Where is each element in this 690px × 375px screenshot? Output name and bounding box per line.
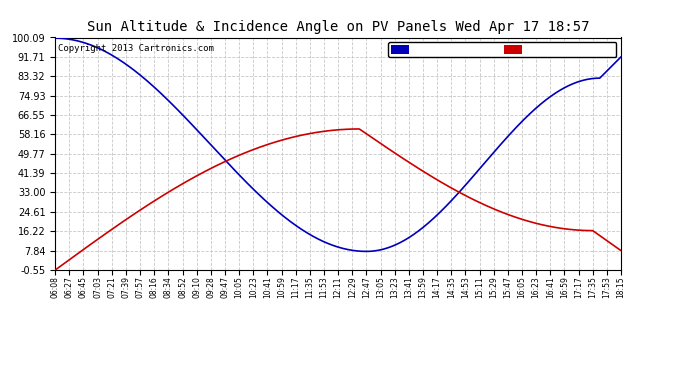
Text: Copyright 2013 Cartronics.com: Copyright 2013 Cartronics.com bbox=[58, 45, 214, 54]
Title: Sun Altitude & Incidence Angle on PV Panels Wed Apr 17 18:57: Sun Altitude & Incidence Angle on PV Pan… bbox=[87, 20, 589, 33]
Legend: Incident (Angle °), Altitude (Angle °): Incident (Angle °), Altitude (Angle °) bbox=[388, 42, 616, 57]
